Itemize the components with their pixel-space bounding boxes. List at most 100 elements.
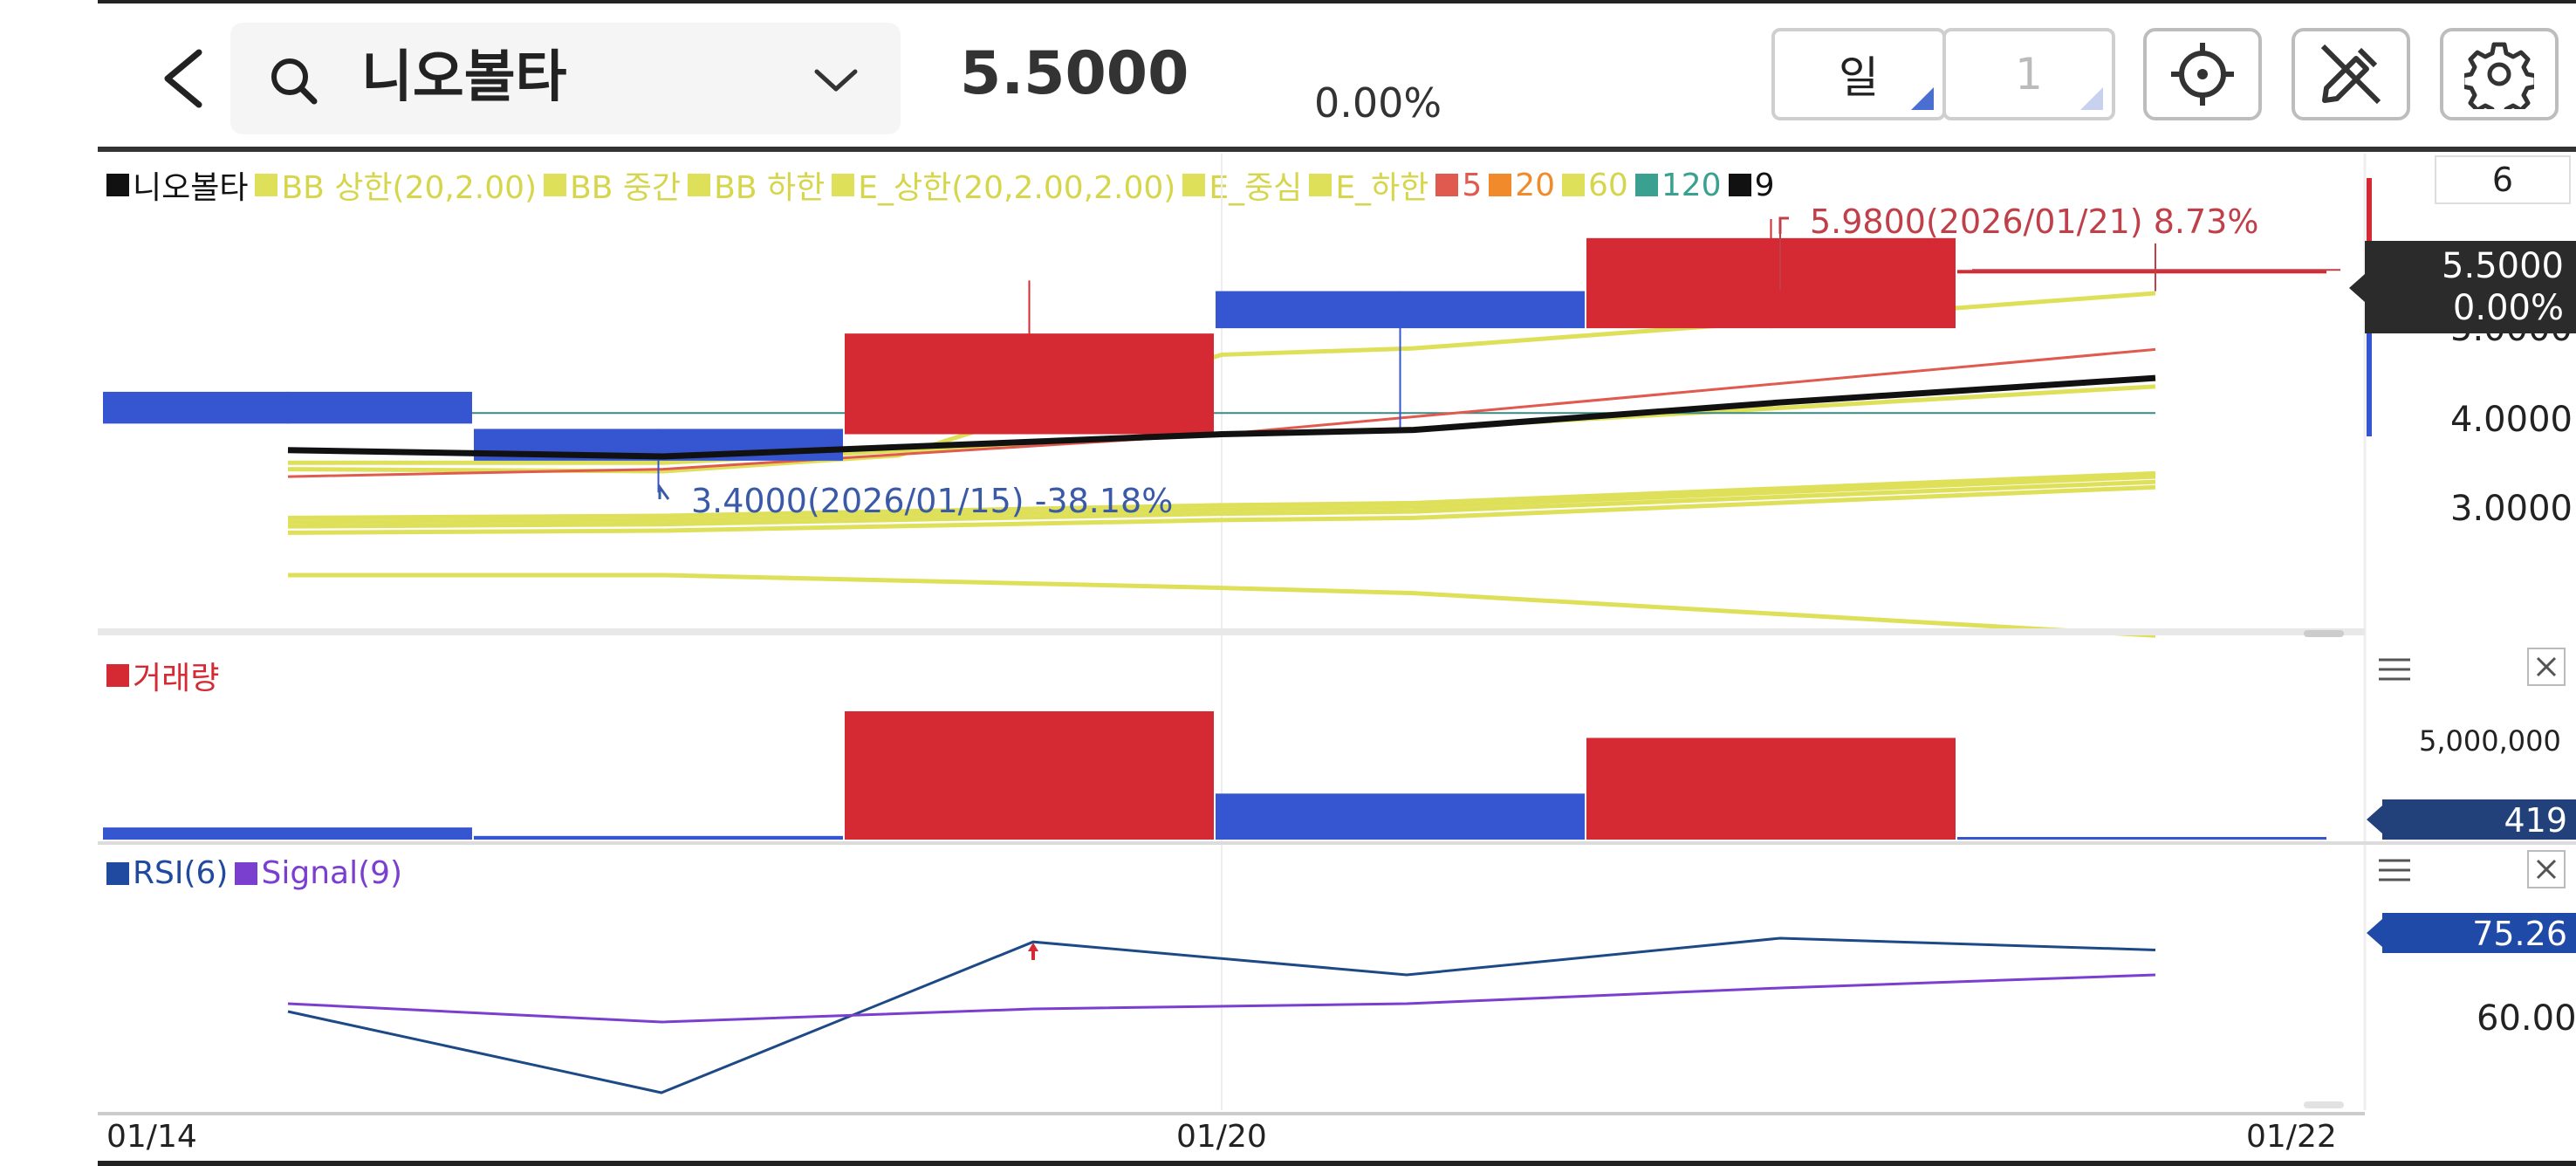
settings-button[interactable] <box>2440 28 2559 120</box>
close-icon <box>2536 859 2557 880</box>
close-icon <box>2536 656 2557 677</box>
price-tag: 5.5000 0.00% <box>2349 241 2576 333</box>
band-line <box>288 573 2156 638</box>
volume-tag: 419 <box>2367 799 2576 840</box>
signal-line <box>287 973 2156 1024</box>
dropdown-corner-icon <box>2080 87 2103 110</box>
price-tag-arrow <box>2349 274 2365 302</box>
legend-swatch <box>1435 174 1459 196</box>
rsi-legend-label: RSI(6) <box>133 855 229 891</box>
resize-handle[interactable] <box>2304 1101 2344 1108</box>
volume-legend-label: 거래량 <box>133 661 220 696</box>
panel-separator[interactable] <box>98 841 2576 845</box>
back-button[interactable] <box>148 35 218 122</box>
top-border <box>98 0 2576 3</box>
close-rsi-panel-button[interactable] <box>2527 850 2566 888</box>
band-line <box>287 470 2156 520</box>
price-tag-value: 5.5000 <box>2442 246 2564 286</box>
count-box[interactable]: 6 <box>2435 155 2571 204</box>
candle-body <box>845 333 1214 435</box>
band-line <box>287 484 2156 535</box>
high-arrow <box>1778 216 1789 234</box>
rsi-signal-arrow <box>1028 943 1038 960</box>
x-tick-label: 01/22 <box>2246 1119 2337 1155</box>
y-tick-label: 3.0000 <box>2450 489 2573 529</box>
back-chevron-icon <box>164 49 202 108</box>
volume-bar <box>474 835 843 840</box>
rsi-legend: RSI(6) Signal(9) <box>106 855 402 891</box>
resize-handle[interactable] <box>2304 630 2344 637</box>
stock-search-box[interactable]: 니오볼타 <box>230 23 901 134</box>
legend-swatch <box>1489 174 1512 196</box>
legend-label: 120 <box>1661 167 1722 203</box>
header-divider <box>98 147 2576 152</box>
crosshair-icon <box>2171 43 2234 106</box>
legend-swatch <box>106 861 129 885</box>
period-value-label: 1 <box>2015 49 2043 99</box>
low-arrow <box>658 483 670 500</box>
gear-icon <box>2464 42 2534 109</box>
menu-icon[interactable] <box>2377 857 2412 883</box>
chevron-down-icon[interactable] <box>810 63 862 98</box>
legend-label: BB 하한 <box>714 170 826 206</box>
y-tick-label: 4.0000 <box>2450 400 2573 440</box>
menu-icon[interactable] <box>2377 656 2412 682</box>
volume-y-tick: 5,000,000 <box>2419 724 2561 758</box>
x-tick-label: 01/14 <box>106 1119 197 1155</box>
legend-label: E_상한(20,2.00,2.00) <box>858 170 1176 206</box>
volume-bar <box>1957 837 2326 840</box>
legend-label: BB 상한(20,2.00) <box>281 170 538 206</box>
legend-swatch <box>255 174 278 196</box>
volume-bar <box>1216 793 1585 840</box>
legend-swatch <box>1562 174 1586 196</box>
legend-label: 9 <box>1754 167 1775 203</box>
volume-tag-arrow <box>2367 806 2382 833</box>
period-value-select[interactable]: 1 <box>1942 28 2115 120</box>
legend-label: 5 <box>1462 167 1483 203</box>
ma9-line <box>287 374 2156 460</box>
volume-legend: 거래량 <box>106 653 219 698</box>
band-line <box>287 474 2156 525</box>
rsi-line <box>287 936 2156 1094</box>
legend-label: E_하한 <box>1335 170 1429 206</box>
volume-bar <box>845 710 1214 840</box>
signal-legend-label: Signal(9) <box>261 855 403 891</box>
crosshair-button[interactable] <box>2143 28 2262 120</box>
volume-bar <box>103 827 472 840</box>
candle-body <box>1957 270 2326 274</box>
low-annotation: 3.4000(2026/01/15) -38.18% <box>691 482 1174 520</box>
rsi-tag: 75.26 <box>2367 913 2576 953</box>
no-drawing-icon <box>2320 44 2381 105</box>
drawing-off-button[interactable] <box>2292 28 2410 120</box>
stock-name: 니오볼타 <box>361 45 567 110</box>
header: 니오볼타 5.5000 0.00% 일 1 <box>0 0 2576 150</box>
legend-label: 20 <box>1515 167 1556 203</box>
rsi-tag-value: 75.26 <box>2472 915 2567 953</box>
legend-swatch <box>688 174 711 196</box>
candle-body <box>1216 291 1585 329</box>
close-volume-panel-button[interactable] <box>2527 648 2566 686</box>
current-price: 5.5000 <box>960 39 1189 108</box>
candle-body <box>1586 237 1956 329</box>
search-icon <box>271 58 318 105</box>
high-annotation: 5.9800(2026/01/21) 8.73% <box>1810 202 2259 241</box>
change-percent: 0.00% <box>1314 79 1442 127</box>
panel-separator[interactable] <box>98 628 2365 635</box>
legend-label: 60 <box>1588 167 1628 203</box>
legend-label: 니오볼타 <box>133 170 249 206</box>
legend-swatch <box>1728 174 1751 196</box>
main-legend: 니오볼타 BB 상한(20,2.00) BB 중간 BB 하한 E_상한(20,2.00… <box>106 162 1781 208</box>
legend-label: BB 중간 <box>570 170 682 206</box>
legend-swatch <box>1634 174 1658 196</box>
volume-bar <box>1586 737 1956 840</box>
band-line <box>287 479 2156 529</box>
ma5-line <box>287 347 2156 478</box>
rsi-y-tick: 60.00 <box>2477 998 2576 1039</box>
price-tag-pct: 0.00% <box>2452 288 2564 328</box>
legend-swatch <box>544 174 567 196</box>
rsi-tag-arrow <box>2367 919 2382 947</box>
legend-swatch <box>1309 174 1333 196</box>
level-bar-down <box>2367 286 2372 436</box>
legend-label: E_중심 <box>1209 170 1303 206</box>
legend-swatch <box>106 664 129 687</box>
